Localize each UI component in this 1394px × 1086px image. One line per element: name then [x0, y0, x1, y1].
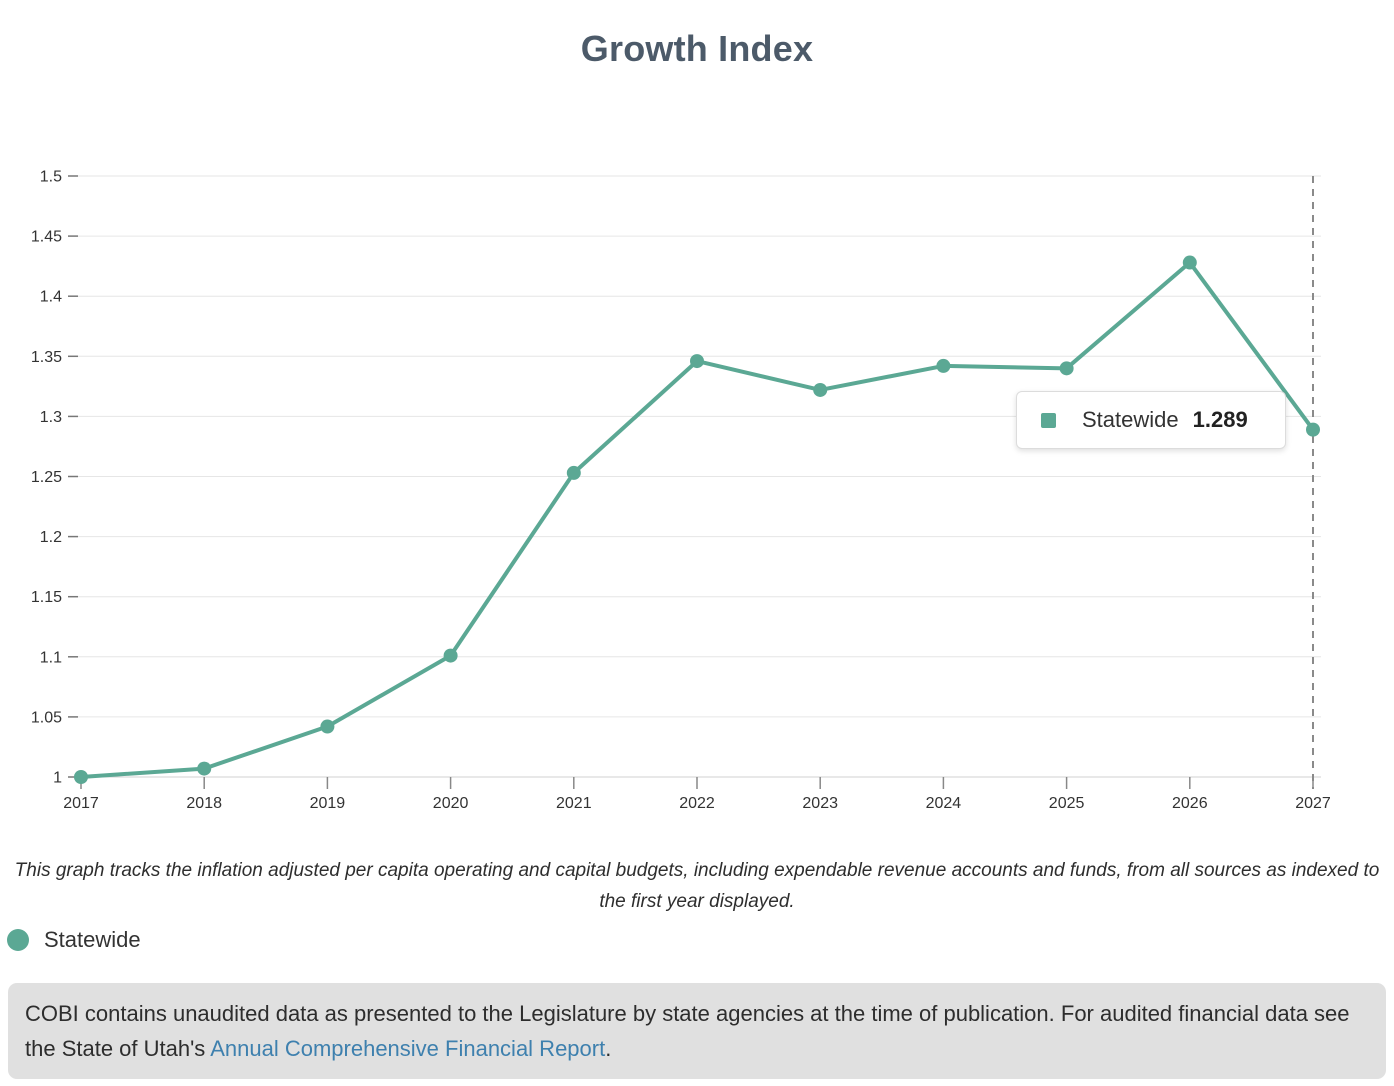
data-point[interactable] — [566, 465, 581, 480]
x-axis-label: 2024 — [926, 795, 962, 812]
y-axis-label: 1.1 — [40, 649, 62, 666]
data-point[interactable] — [936, 358, 951, 373]
y-axis-label: 1.15 — [31, 589, 62, 606]
x-axis-label: 2018 — [186, 795, 222, 812]
x-axis-label: 2021 — [556, 795, 592, 812]
y-axis-label: 1.05 — [31, 709, 62, 726]
data-point[interactable] — [1059, 361, 1074, 376]
chart-title: Growth Index — [580, 28, 814, 69]
y-axis-label: 1.25 — [31, 469, 62, 486]
y-axis-label: 1.3 — [40, 409, 62, 426]
y-axis-label: 1.4 — [40, 289, 62, 306]
x-axis-label: 2022 — [679, 795, 715, 812]
data-point[interactable] — [320, 719, 335, 734]
y-axis-label: 1 — [53, 770, 62, 787]
data-point[interactable] — [690, 354, 704, 369]
x-axis-label: 2020 — [433, 795, 469, 812]
data-point[interactable] — [813, 382, 828, 397]
x-axis-label: 2019 — [310, 795, 346, 812]
y-axis-label: 1.35 — [31, 349, 62, 366]
y-axis-label: 1.2 — [40, 529, 62, 546]
disclaimer-text-end: . — [605, 1036, 612, 1062]
tooltip-value: 1.289 — [1192, 407, 1248, 432]
legend-marker-icon — [7, 929, 29, 951]
x-axis-label: 2025 — [1049, 795, 1085, 812]
tooltip-series-marker-icon — [1041, 412, 1056, 428]
series-line-statewide — [79, 260, 1315, 779]
acfr-link[interactable]: Annual Comprehensive Financial Report — [210, 1036, 606, 1062]
chart-caption: This graph tracks the inflation adjusted… — [14, 860, 1380, 913]
data-point[interactable] — [197, 761, 212, 776]
data-point[interactable] — [1182, 255, 1197, 270]
data-point[interactable] — [443, 648, 458, 663]
disclaimer-text: COBI contains unaudited data as presente… — [25, 1001, 1350, 1062]
y-axis-label: 1.45 — [31, 229, 62, 246]
disclaimer-box: COBI contains unaudited data as presente… — [8, 983, 1386, 1080]
data-point[interactable] — [74, 770, 88, 784]
x-axis-label: 2023 — [802, 795, 838, 812]
legend-label: Statewide — [44, 927, 141, 952]
tooltip-series-label: Statewide — [1082, 407, 1179, 432]
x-axis-label: 2026 — [1172, 795, 1208, 812]
legend-item-statewide[interactable]: Statewide — [7, 927, 141, 953]
data-point[interactable] — [1306, 422, 1320, 437]
y-axis-label: 1.5 — [40, 169, 62, 186]
chart-tooltip: Statewide 1.289 — [1016, 391, 1286, 449]
x-axis-label: 2017 — [63, 795, 99, 812]
x-axis-label: 2027 — [1295, 795, 1331, 812]
